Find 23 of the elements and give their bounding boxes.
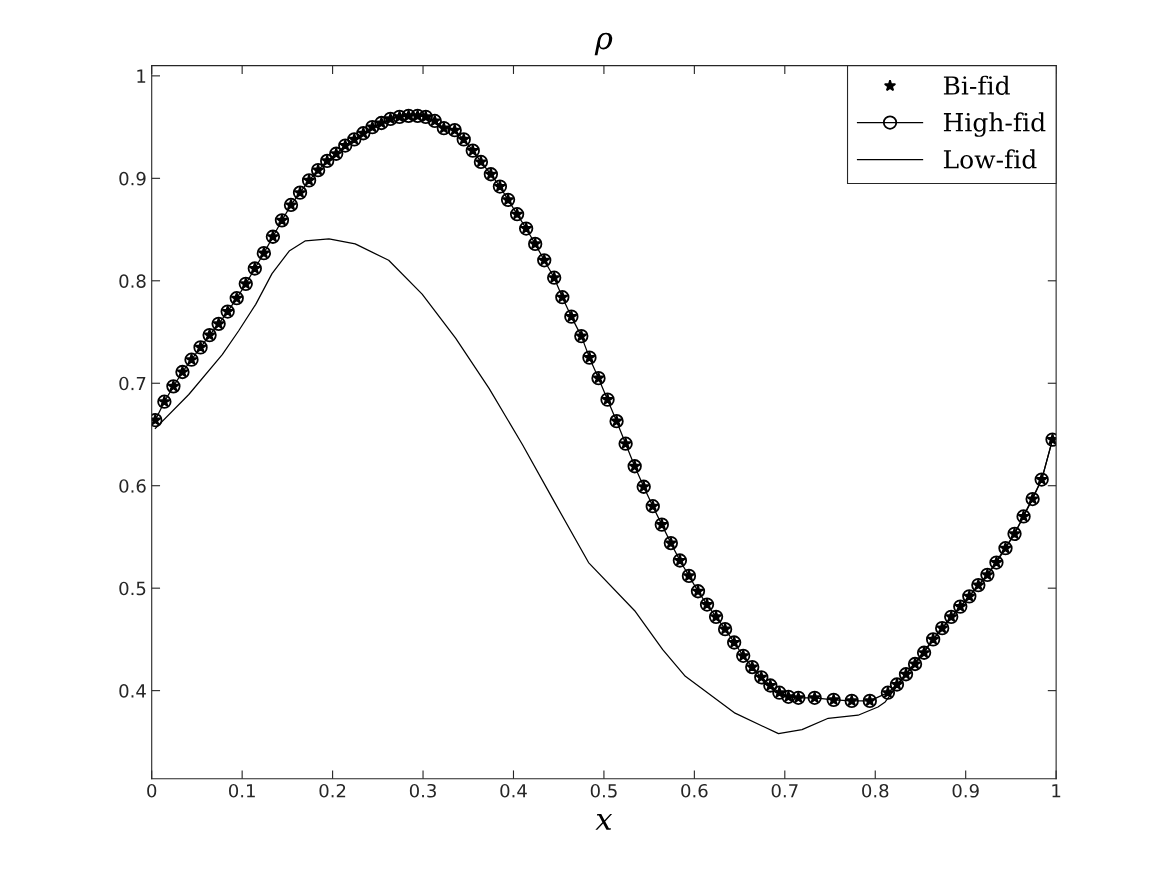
x-tick-label: 0.6 <box>681 783 708 798</box>
y-tick-label: 0.4 <box>119 684 146 698</box>
y-tick-label: 0.5 <box>119 581 146 596</box>
x-tick-label: 0.4 <box>500 783 527 798</box>
x-tick-label: 0.5 <box>590 783 617 798</box>
legend-label: Low-fid <box>943 149 1037 169</box>
y-tick-label: 1 <box>137 69 146 83</box>
x-tick-label: 1 <box>1052 784 1061 798</box>
x-tick-label: 0.8 <box>862 783 889 798</box>
legend-label: Bi-fid <box>943 75 1010 95</box>
legend-label: High-fid <box>943 112 1046 137</box>
y-tick-label: 0.7 <box>119 376 146 391</box>
x-axis-title: x <box>595 814 613 830</box>
x-tick-label: 0.7 <box>771 783 798 798</box>
x-tick-label: 0.9 <box>952 783 979 798</box>
x-tick-label: 0.2 <box>319 783 346 798</box>
x-tick-label: 0.3 <box>409 783 436 798</box>
y-tick-label: 0.6 <box>119 479 146 493</box>
y-tick-label: 0.9 <box>119 171 146 186</box>
chart-title: ρ <box>594 32 613 56</box>
x-tick-label: 0.1 <box>228 783 255 798</box>
x-tick-label: 0 <box>147 783 157 798</box>
y-tick-label: 0.8 <box>119 274 146 288</box>
